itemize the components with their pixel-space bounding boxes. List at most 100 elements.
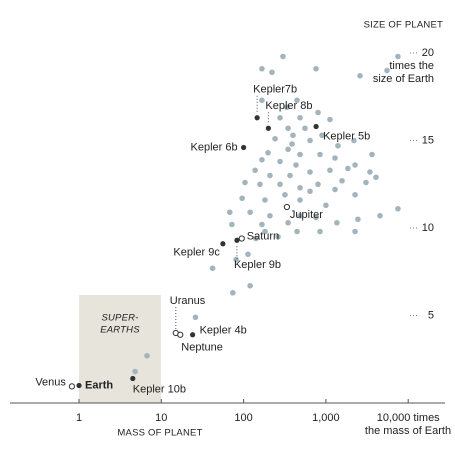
planet-label: Kepler 10b: [133, 383, 186, 395]
planet: [315, 109, 321, 116]
planet: [257, 181, 263, 188]
planet: [302, 125, 308, 132]
planet-label: Kepler 8b: [265, 100, 312, 112]
planet: [369, 151, 375, 158]
labeled-planet: [313, 123, 319, 130]
planet: [247, 282, 253, 289]
planet: [280, 53, 286, 60]
planet: [259, 97, 265, 104]
planet: [357, 72, 363, 79]
planet: [395, 53, 401, 60]
planet: [332, 186, 338, 193]
planet: [233, 256, 239, 263]
planet: [285, 146, 291, 153]
planet: [317, 151, 323, 158]
planet: [269, 69, 275, 76]
planet: [307, 169, 313, 175]
planet: [277, 114, 283, 121]
x-note: the mass of Earth: [365, 425, 451, 437]
labeled-planet: [190, 332, 196, 338]
planet-label: Kepler 9c: [173, 247, 220, 259]
planet-label: Earth: [85, 379, 113, 391]
planet: [229, 221, 235, 228]
x-axis-title: MASS OF PLANET: [117, 428, 202, 439]
planet-label: Kepler7b: [253, 84, 297, 96]
x-tick-label: 1: [76, 412, 82, 424]
y-tick-label: 5: [428, 309, 434, 321]
super-earth-region: [79, 295, 161, 403]
planet: [132, 368, 138, 375]
planet-label: Kepler 4b: [200, 325, 247, 337]
planet: [209, 265, 216, 272]
planet: [319, 132, 325, 139]
planet: [307, 188, 313, 195]
planet: [290, 132, 296, 139]
planet: [345, 165, 351, 172]
planet: [384, 67, 390, 74]
planet: [363, 179, 369, 186]
planet-label: Venus: [35, 376, 66, 388]
labeled-planet: [68, 383, 76, 390]
planet: [297, 114, 303, 121]
labeled-planet: [177, 331, 184, 338]
planet: [373, 174, 379, 181]
planet: [262, 197, 268, 203]
labeled-planet: [234, 237, 240, 243]
planet: [317, 228, 323, 235]
labeled-planet: [238, 235, 245, 242]
planet: [294, 228, 300, 235]
planet: [339, 177, 345, 184]
planet: [332, 155, 338, 161]
planet: [262, 228, 268, 235]
labeled-planet: [254, 115, 260, 121]
planet-label: Kepler 9b: [234, 259, 281, 271]
planet: [297, 212, 303, 219]
planet: [230, 289, 236, 296]
planet: [313, 65, 319, 72]
planet: [323, 202, 329, 209]
planet: [277, 181, 283, 188]
x-tick-label: 10,000 times: [377, 412, 440, 424]
planet: [297, 151, 303, 158]
region-label: EARTHS: [100, 325, 140, 336]
planet: [282, 191, 288, 198]
labeled-planet: [283, 203, 291, 211]
planet: [267, 212, 273, 219]
planet: [351, 137, 357, 144]
labeled-planet: [265, 125, 271, 131]
x-tick-label: 100: [234, 412, 252, 424]
y-note: size of Earth: [373, 73, 434, 85]
planet: [313, 214, 319, 221]
planet: [315, 181, 321, 188]
planet: [253, 235, 259, 242]
planet: [267, 172, 273, 179]
planet: [247, 209, 253, 216]
labeled-planet: [76, 382, 82, 389]
planet: [239, 195, 245, 202]
labeled-planet: [220, 241, 226, 247]
planet: [252, 167, 258, 174]
planet: [307, 137, 313, 144]
planet: [285, 219, 291, 226]
planet: [352, 228, 358, 235]
y-tick-label: 15: [422, 134, 434, 146]
planet: [144, 352, 150, 359]
planet: [259, 65, 265, 72]
planet: [294, 97, 300, 104]
y-tick-label: 20: [422, 47, 434, 59]
planet: [285, 125, 291, 132]
planet-label: Saturn: [247, 230, 279, 242]
planet-label: Kepler 6b: [191, 141, 238, 153]
planet: [352, 191, 358, 198]
planet: [227, 209, 233, 216]
planet: [293, 162, 299, 168]
planet-label: Neptune: [181, 342, 223, 354]
x-tick-label: 1,000: [312, 412, 340, 424]
planet: [259, 156, 265, 163]
labeled-planet: [130, 375, 136, 382]
planet: [192, 314, 199, 321]
planet: [287, 172, 293, 179]
planet: [327, 116, 333, 123]
planet: [265, 149, 271, 156]
